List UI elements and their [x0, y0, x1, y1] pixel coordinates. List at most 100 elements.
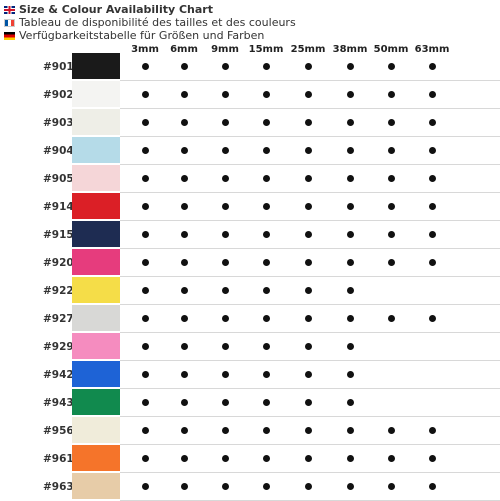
- available-dot-icon: [180, 455, 188, 462]
- colour-swatch: [72, 361, 120, 387]
- available-dot-icon: [304, 371, 312, 378]
- available-dot-icon: [180, 371, 188, 378]
- colour-swatch: [72, 53, 120, 79]
- table-row: #920: [0, 249, 500, 277]
- available-dot-icon: [221, 315, 229, 322]
- available-dot-icon: [428, 259, 436, 266]
- available-dot-icon: [387, 175, 395, 182]
- row-divider: [120, 472, 500, 473]
- table-row: #903: [0, 109, 500, 137]
- colour-code: #901: [43, 61, 74, 73]
- available-dot-icon: [346, 427, 354, 434]
- table-row: #929: [0, 333, 500, 361]
- available-dot-icon: [346, 399, 354, 406]
- available-dot-icon: [346, 175, 354, 182]
- table-row: #942: [0, 361, 500, 389]
- available-dot-icon: [180, 399, 188, 406]
- available-dot-icon: [387, 63, 395, 70]
- row-divider: [120, 332, 500, 333]
- colour-swatch: [72, 221, 120, 247]
- available-dot-icon: [346, 91, 354, 98]
- available-dot-icon: [346, 315, 354, 322]
- available-dot-icon: [304, 203, 312, 210]
- available-dot-icon: [221, 371, 229, 378]
- available-dot-icon: [141, 427, 149, 434]
- row-divider: [120, 164, 500, 165]
- available-dot-icon: [141, 259, 149, 266]
- available-dot-icon: [141, 287, 149, 294]
- title-german: Verfügbarkeitstabelle für Größen und Far…: [4, 29, 296, 42]
- available-dot-icon: [428, 455, 436, 462]
- available-dot-icon: [141, 175, 149, 182]
- colour-code: #905: [43, 173, 74, 185]
- available-dot-icon: [304, 483, 312, 490]
- available-dot-icon: [221, 343, 229, 350]
- available-dot-icon: [141, 147, 149, 154]
- colour-code: #915: [43, 229, 74, 241]
- chart-titles: Size & Colour Availability Chart Tableau…: [4, 3, 296, 42]
- available-dot-icon: [262, 175, 270, 182]
- row-divider: [120, 192, 500, 193]
- available-dot-icon: [221, 483, 229, 490]
- size-header-9mm: 9mm: [211, 44, 239, 55]
- available-dot-icon: [262, 203, 270, 210]
- colour-code: #956: [43, 425, 74, 437]
- available-dot-icon: [304, 343, 312, 350]
- colour-swatch: [72, 81, 120, 107]
- available-dot-icon: [262, 427, 270, 434]
- row-divider: [120, 360, 500, 361]
- available-dot-icon: [428, 231, 436, 238]
- available-dot-icon: [262, 483, 270, 490]
- size-header-38mm: 38mm: [332, 44, 368, 55]
- available-dot-icon: [141, 399, 149, 406]
- available-dot-icon: [262, 287, 270, 294]
- available-dot-icon: [262, 455, 270, 462]
- available-dot-icon: [428, 315, 436, 322]
- colour-swatch: [72, 277, 120, 303]
- available-dot-icon: [346, 483, 354, 490]
- table-row: #961: [0, 445, 500, 473]
- available-dot-icon: [428, 427, 436, 434]
- available-dot-icon: [346, 287, 354, 294]
- germany-flag-icon: [4, 31, 15, 40]
- colour-swatch: [72, 445, 120, 471]
- available-dot-icon: [262, 371, 270, 378]
- available-dot-icon: [180, 259, 188, 266]
- available-dot-icon: [221, 259, 229, 266]
- available-dot-icon: [262, 231, 270, 238]
- colour-swatch: [72, 165, 120, 191]
- available-dot-icon: [221, 175, 229, 182]
- available-dot-icon: [346, 259, 354, 266]
- available-dot-icon: [387, 119, 395, 126]
- available-dot-icon: [221, 399, 229, 406]
- colour-swatch: [72, 137, 120, 163]
- available-dot-icon: [428, 203, 436, 210]
- title-english-text: Size & Colour Availability Chart: [19, 3, 213, 16]
- colour-code: #920: [43, 257, 74, 269]
- available-dot-icon: [387, 427, 395, 434]
- row-divider: [120, 248, 500, 249]
- available-dot-icon: [304, 259, 312, 266]
- available-dot-icon: [180, 203, 188, 210]
- available-dot-icon: [304, 315, 312, 322]
- colour-code: #922: [43, 285, 74, 297]
- row-divider: [120, 80, 500, 81]
- colour-swatch: [72, 193, 120, 219]
- available-dot-icon: [346, 343, 354, 350]
- available-dot-icon: [141, 371, 149, 378]
- available-dot-icon: [346, 63, 354, 70]
- colour-code: #927: [43, 313, 74, 325]
- row-divider: [120, 136, 500, 137]
- available-dot-icon: [387, 315, 395, 322]
- size-header-6mm: 6mm: [170, 44, 198, 55]
- table-row: #901: [0, 53, 500, 81]
- table-row: #922: [0, 277, 500, 305]
- title-german-text: Verfügbarkeitstabelle für Größen und Far…: [19, 29, 265, 42]
- available-dot-icon: [221, 455, 229, 462]
- available-dot-icon: [180, 427, 188, 434]
- available-dot-icon: [141, 343, 149, 350]
- colour-swatch: [72, 417, 120, 443]
- available-dot-icon: [428, 91, 436, 98]
- colour-swatch: [72, 305, 120, 331]
- available-dot-icon: [180, 231, 188, 238]
